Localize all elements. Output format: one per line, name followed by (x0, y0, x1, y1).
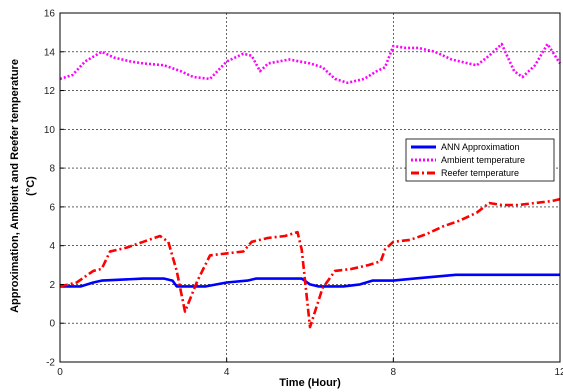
series-lines (59, 42, 562, 329)
plot-frame (59, 12, 561, 363)
y-axis-unit: (°C) (25, 176, 37, 196)
ambient-temperature-line (59, 42, 562, 85)
plot-area (60, 13, 560, 362)
x-tick-label: 4 (224, 367, 230, 378)
legend-label-reefer: Reefer temperature (441, 168, 519, 178)
y-tick-label: 10 (44, 125, 56, 136)
y-tick-label: 12 (44, 86, 56, 97)
legend-label-ann: ANN Approximation (441, 142, 520, 152)
y-tick-label: -2 (46, 358, 55, 369)
x-tick-label: 8 (391, 367, 397, 378)
y-tick-label: 16 (44, 9, 56, 20)
legend: ANN Approximation Ambient temperature Re… (405, 138, 555, 182)
x-tick-label: 0 (57, 367, 63, 378)
y-tick-label: 6 (49, 202, 55, 213)
y-tick-label: 0 (49, 319, 55, 330)
legend-label-ambient: Ambient temperature (441, 155, 525, 165)
y-tick-label: 14 (44, 47, 56, 58)
x-tick-label: 12 (554, 367, 563, 378)
reefer-temperature-line (59, 197, 561, 329)
ann-approximation-line (60, 273, 560, 288)
y-tick-label: 4 (49, 241, 55, 252)
y-tick-label: 8 (49, 164, 55, 175)
x-axis-title: Time (Hour) (279, 377, 341, 389)
y-tick-label: 2 (49, 280, 55, 291)
y-axis-title-group: Approximation, Ambient and Reefer temper… (9, 59, 37, 313)
y-axis-title: Approximation, Ambient and Reefer temper… (9, 59, 21, 313)
